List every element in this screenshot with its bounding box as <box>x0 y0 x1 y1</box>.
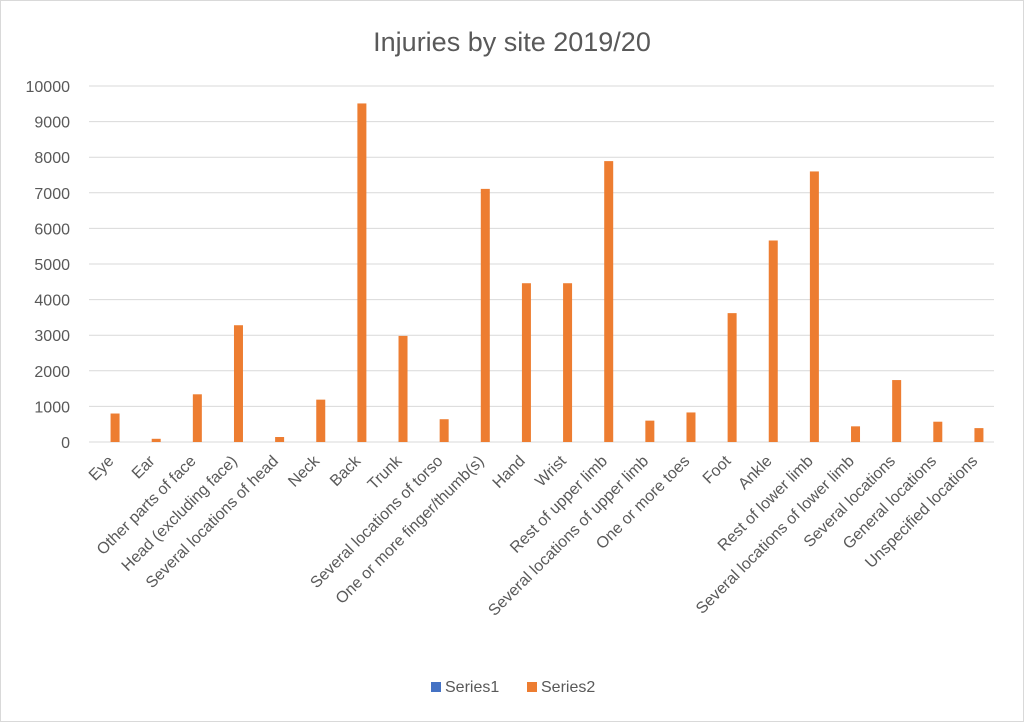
bar-series2 <box>151 438 161 442</box>
bar-series2 <box>645 420 655 442</box>
y-tick-label: 0 <box>61 435 70 452</box>
bar-series2 <box>768 240 778 442</box>
legend-label: Series1 <box>445 679 499 696</box>
bar-series2 <box>439 419 449 442</box>
bar-series2 <box>316 399 326 442</box>
bar-series2 <box>851 426 861 442</box>
y-tick-label: 7000 <box>34 186 70 203</box>
bar-series2 <box>275 437 285 442</box>
y-tick-label: 5000 <box>34 257 70 274</box>
bar-series2 <box>357 103 367 442</box>
bar-series2 <box>933 421 943 442</box>
bars <box>110 103 984 442</box>
legend-label: Series2 <box>541 679 595 696</box>
x-tick-label: Back <box>327 452 365 490</box>
legend: Series1 Series2 <box>431 679 595 696</box>
bar-series2 <box>233 325 243 442</box>
bar-series2 <box>521 283 531 442</box>
bar-series2 <box>398 335 408 442</box>
x-tick-label: Hand <box>490 453 529 492</box>
bar-series2 <box>110 413 120 442</box>
y-tick-label: 10000 <box>26 79 71 96</box>
bar-series2 <box>974 428 984 442</box>
bar-series2 <box>809 171 819 442</box>
x-tick-label: Foot <box>700 452 735 487</box>
bar-series2 <box>686 412 696 442</box>
y-axis-tick-labels: 0 1000 2000 3000 4000 5000 6000 7000 8000 9000 100… <box>26 79 71 452</box>
bar-series2 <box>604 161 614 442</box>
y-tick-label: 1000 <box>34 399 70 416</box>
x-tick-label: Ear <box>129 452 159 482</box>
y-tick-label: 4000 <box>34 293 70 310</box>
bar-series2 <box>892 380 902 442</box>
y-tick-label: 9000 <box>34 115 70 132</box>
bar-series2 <box>727 313 737 442</box>
y-tick-label: 2000 <box>34 364 70 381</box>
chart-title: Injuries by site 2019/20 <box>373 27 651 57</box>
x-tick-label: Eye <box>86 453 118 485</box>
bar-series2 <box>192 394 202 442</box>
legend-swatch <box>431 682 441 692</box>
gridlines <box>89 85 994 443</box>
legend-swatch <box>527 682 537 692</box>
x-tick-label: Neck <box>285 452 324 491</box>
x-tick-label: Wrist <box>532 452 570 490</box>
y-tick-label: 3000 <box>34 328 70 345</box>
y-tick-label: 8000 <box>34 150 70 167</box>
y-tick-label: 6000 <box>34 221 70 238</box>
bar-series2 <box>480 188 490 442</box>
bar-series2 <box>563 283 573 442</box>
